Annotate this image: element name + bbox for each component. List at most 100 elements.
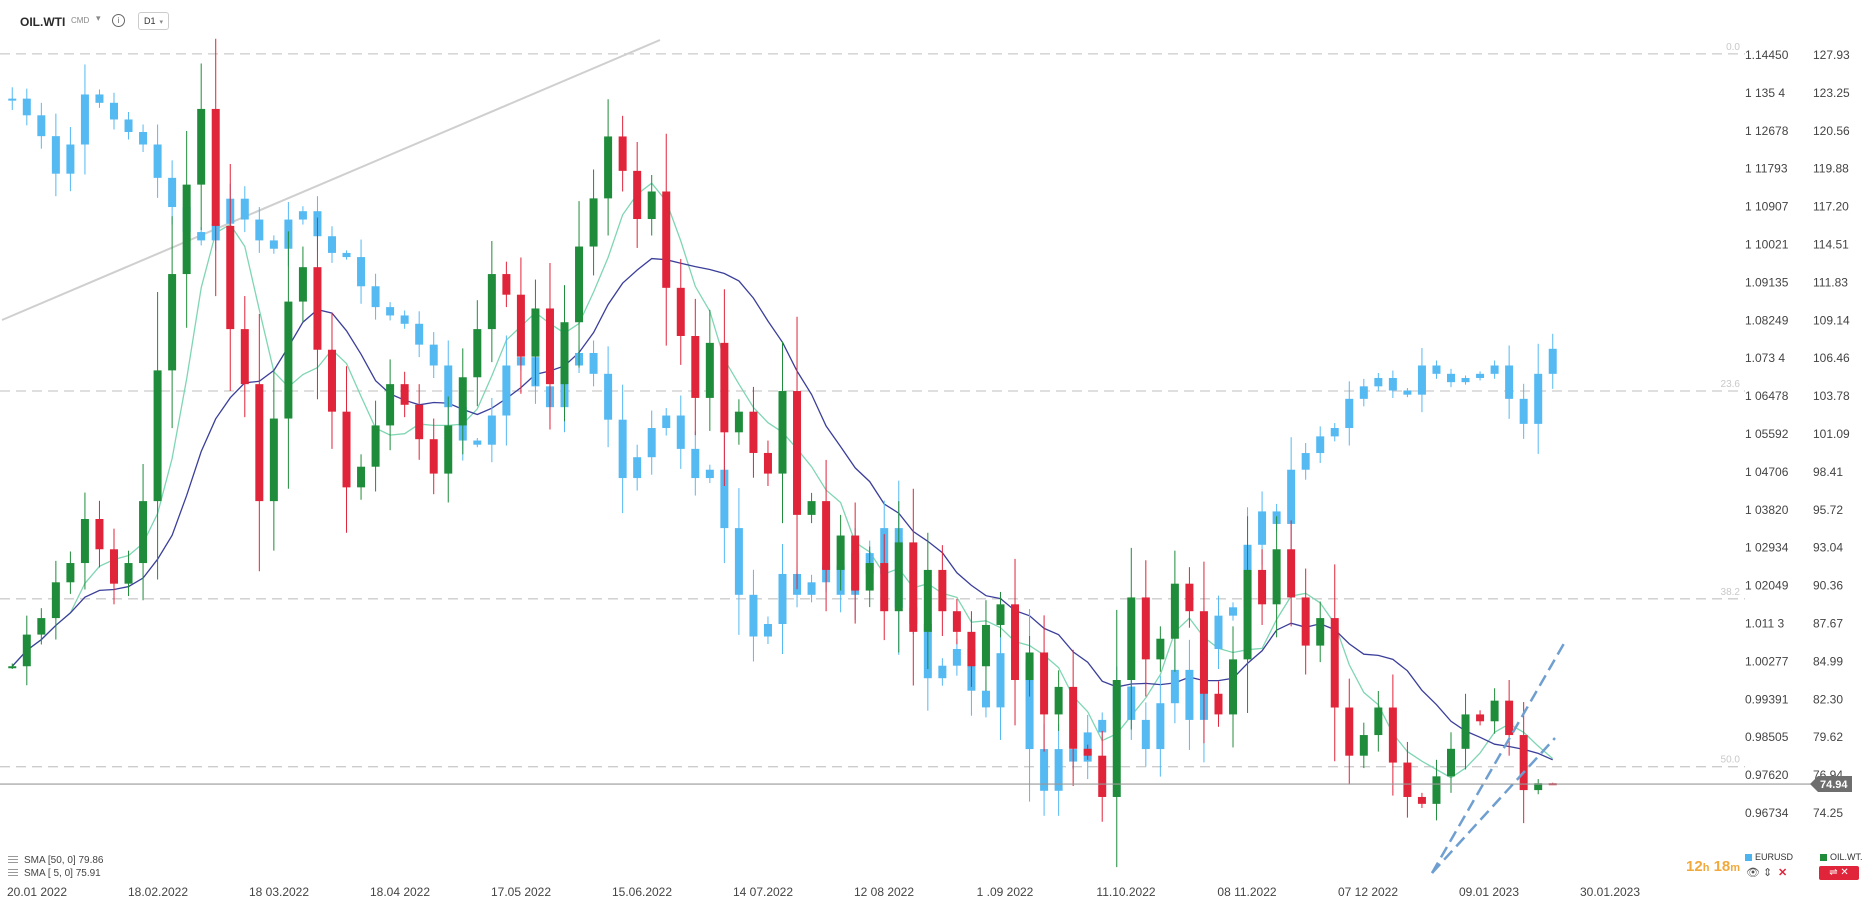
oil-candle	[1417, 796, 1426, 804]
oil-candle	[1214, 693, 1223, 715]
eurusd-candle	[22, 98, 31, 116]
eurusd-candle	[357, 257, 366, 287]
oil-candle	[952, 611, 961, 632]
eurusd-candle	[327, 236, 336, 253]
oil-candle	[95, 519, 104, 550]
y-tick-label: 79.62	[1813, 730, 1843, 744]
oil-candle	[938, 569, 947, 612]
oil-candle	[1388, 707, 1397, 763]
oil-candle	[342, 411, 351, 488]
eurusd-tick-label: 1 03820	[1745, 503, 1789, 517]
eurusd-candle	[1447, 373, 1456, 383]
oil-candle	[1185, 583, 1194, 612]
fibonacci-level-label: 23.6	[1721, 379, 1741, 390]
instrument-oil[interactable]: OIL.WT.	[1820, 852, 1863, 862]
oil-candle	[182, 184, 191, 275]
eurusd-tick-label: 1.073 4	[1745, 351, 1785, 365]
y-tick-label: 117.20	[1813, 200, 1849, 214]
eurusd-candle	[705, 469, 714, 479]
eurusd-tick-label: 1.14450	[1745, 48, 1789, 62]
oil-candle	[1243, 569, 1252, 660]
channel-lower-line[interactable]	[1431, 737, 1556, 874]
eurusd-candle	[124, 119, 133, 132]
eurusd-candle	[938, 665, 947, 679]
y-tick-label: 127.93	[1813, 48, 1850, 62]
oil-candle	[1330, 618, 1339, 708]
eurusd-candle	[1505, 365, 1514, 399]
sma-slow-label: SMA [50, 0] 79.86	[24, 855, 104, 866]
sma-legend-slow[interactable]: SMA [50, 0] 79.86	[8, 855, 104, 866]
channel-upper-line[interactable]	[1430, 639, 1568, 874]
fibonacci-level-label: 38.2	[1721, 587, 1741, 598]
instrument-eurusd[interactable]: EURUSD	[1745, 852, 1793, 862]
x-tick-label: 07 12 2022	[1338, 885, 1398, 899]
eurusd-candle	[342, 252, 351, 258]
y-tick-label: 90.36	[1813, 579, 1843, 593]
x-tick-label: 08 11.2022	[1217, 885, 1276, 899]
oil-candle	[836, 535, 845, 570]
oil-candle	[298, 267, 307, 302]
sort-arrows-icon[interactable]: ⇕	[1763, 867, 1773, 879]
candle-countdown: 12h 18m	[1686, 858, 1740, 875]
indicator-icon	[8, 869, 18, 878]
oil-candle	[1345, 707, 1354, 756]
timeframe-select[interactable]: D1 ▾	[138, 12, 170, 30]
y-tick-label: 106.46	[1813, 351, 1850, 365]
oil-candle	[545, 308, 554, 385]
eurusd-candle	[1170, 669, 1179, 704]
eurusd-candle	[487, 415, 496, 445]
close-icon[interactable]: ✕	[1778, 867, 1788, 879]
oil-candle	[1272, 549, 1281, 605]
oil-candle	[1199, 611, 1208, 694]
sma-legend-fast[interactable]: SMA [ 5, 0] 75.91	[8, 868, 101, 879]
eurusd-candle	[1432, 365, 1441, 374]
eurusd-candle	[1476, 373, 1485, 378]
eurusd-candle	[807, 582, 816, 595]
oil-candle	[1505, 700, 1514, 736]
eurusd-tick-label: 1 02049	[1745, 579, 1789, 593]
remove-instrument-button[interactable]: ⇌ ✕	[1819, 866, 1859, 880]
oil-candle	[705, 342, 714, 398]
eurusd-candle	[80, 94, 89, 145]
x-tick-label: 17.05 2022	[491, 885, 551, 899]
oil-candle	[662, 191, 671, 288]
y-tick-label: 87.67	[1813, 617, 1843, 631]
x-tick-label: 12 08 2022	[854, 885, 914, 899]
oil-candle	[647, 191, 656, 220]
y-tick-label: 101.09	[1813, 427, 1850, 441]
instrument-type-badge: CMD	[71, 16, 90, 25]
oil-candle	[153, 370, 162, 502]
eurusd-tick-label: 1 12678	[1745, 124, 1789, 138]
oil-candle	[676, 287, 685, 336]
eye-icon[interactable]: 👁	[1746, 867, 1760, 879]
instrument-oil-label: OIL.WT.	[1830, 852, 1863, 862]
oil-candle	[357, 466, 366, 488]
oil-price-axis: 127.93 123.25 120.56 119.88 117.20 114.51 111.…	[1813, 48, 1850, 820]
eurusd-candle	[1345, 398, 1354, 429]
oil-candle	[923, 569, 932, 632]
eurusd-candle	[1098, 719, 1107, 733]
oil-candle	[996, 604, 1005, 625]
oil-candle	[1127, 597, 1136, 681]
eurusd-candle	[691, 448, 700, 479]
oil-candle	[1316, 618, 1325, 646]
info-icon[interactable]: i	[112, 14, 125, 27]
oil-candle	[124, 563, 133, 584]
oil-candle	[1083, 748, 1092, 756]
chevron-down-icon[interactable]: ▾	[96, 13, 101, 23]
eurusd-candle	[734, 528, 743, 595]
trendline-upper-left[interactable]	[1, 39, 661, 321]
timer-minutes-unit: m	[1730, 862, 1741, 874]
timer-minutes: 18	[1713, 858, 1731, 875]
oil-candle	[1112, 680, 1121, 797]
oil-candle	[240, 329, 249, 385]
eurusd-candle	[1548, 348, 1557, 374]
oil-candle	[444, 425, 453, 474]
fibonacci-level-label: 50.0	[1721, 755, 1741, 766]
symbol-name[interactable]: OIL.WTI	[20, 15, 66, 29]
x-tick-label: 30.01.2023	[1580, 885, 1640, 899]
eurusd-candle	[1374, 377, 1383, 387]
oil-candle	[1040, 652, 1049, 715]
eurusd-candle	[1287, 469, 1296, 524]
